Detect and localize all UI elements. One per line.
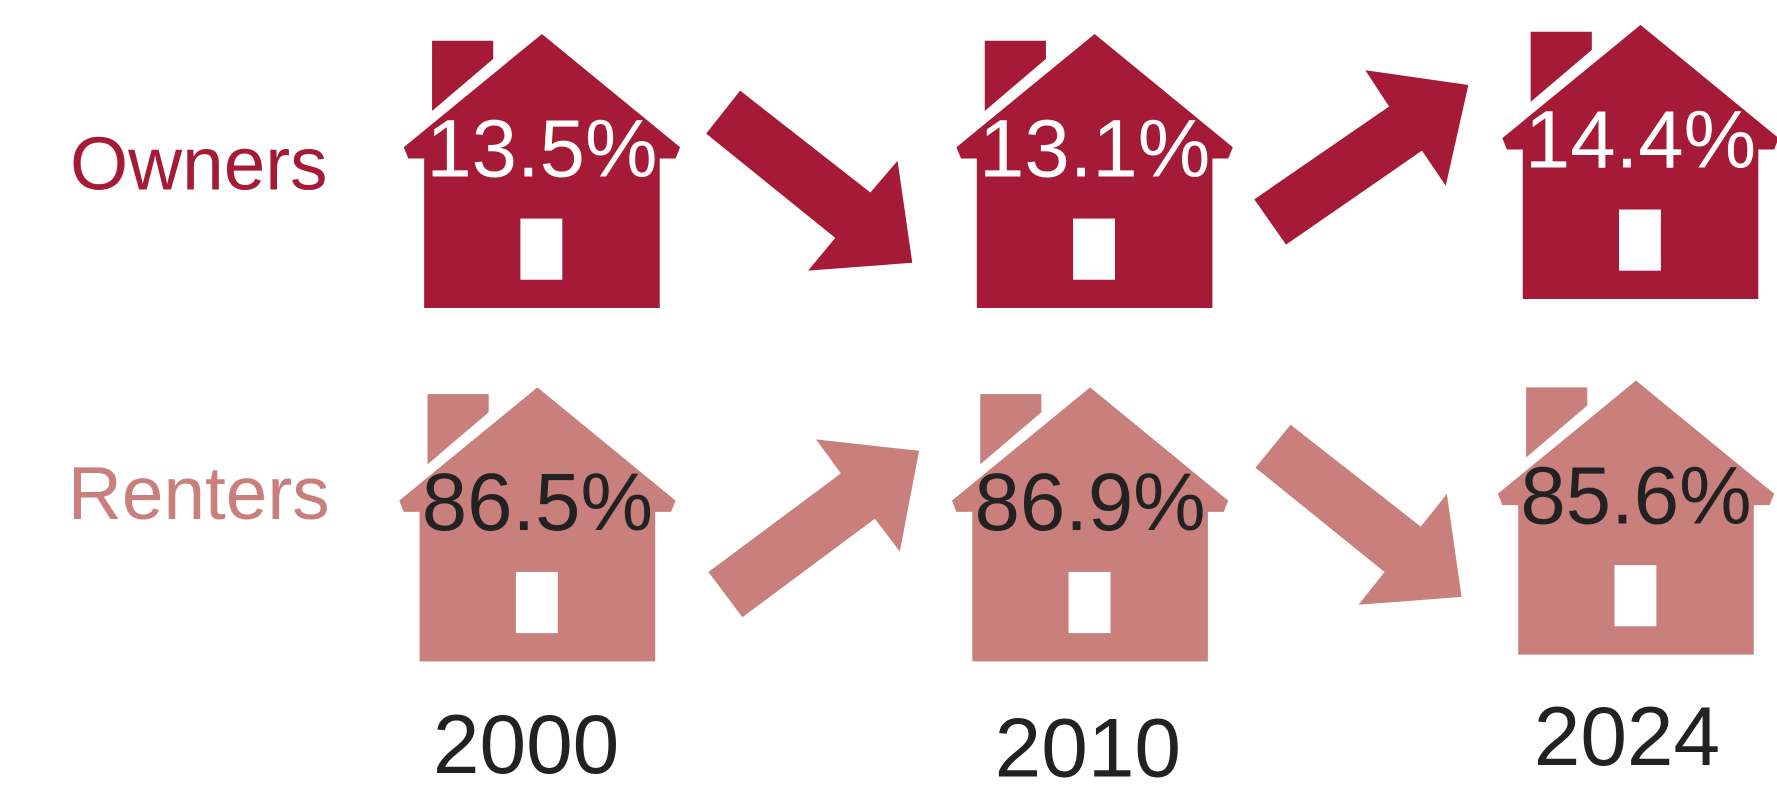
year-label: 2024 (1534, 689, 1720, 783)
share-value: 13.1% (979, 104, 1210, 195)
house: 86.9% (951, 387, 1229, 662)
door (1068, 571, 1111, 634)
share-value: 85.6% (1520, 450, 1751, 541)
share-value: 13.5% (426, 104, 657, 195)
row-label: Owners (70, 122, 327, 206)
door (1073, 218, 1116, 280)
chimney (1526, 387, 1588, 458)
house: 86.5% (399, 387, 676, 662)
house-body (399, 387, 676, 662)
arrow-up (708, 439, 920, 618)
chimney (1530, 31, 1592, 102)
house-body (403, 33, 681, 309)
chimney (984, 40, 1046, 111)
door (1614, 565, 1657, 627)
door (520, 218, 563, 280)
share-value: 86.9% (975, 457, 1206, 548)
share-value: 86.5% (422, 457, 653, 548)
row-label: Renters (68, 451, 330, 535)
house: 14.4% (1502, 24, 1777, 299)
chimney (980, 394, 1042, 465)
house: 85.6% (1497, 380, 1775, 655)
arrow-down (1255, 424, 1462, 605)
year-label: 2000 (433, 697, 619, 786)
arrow-down (706, 90, 913, 271)
door (515, 571, 558, 634)
year-label: 2010 (995, 700, 1181, 786)
house-body (956, 33, 1233, 309)
house: 13.5% (403, 33, 681, 309)
house-body (1502, 24, 1777, 299)
house-body (951, 387, 1229, 662)
door (1619, 209, 1661, 271)
house-body (1497, 380, 1775, 655)
chimney (427, 394, 489, 465)
share-value: 14.4% (1525, 95, 1756, 186)
arrow-up (1254, 70, 1469, 245)
chimney (432, 40, 494, 111)
house: 13.1% (956, 33, 1233, 309)
